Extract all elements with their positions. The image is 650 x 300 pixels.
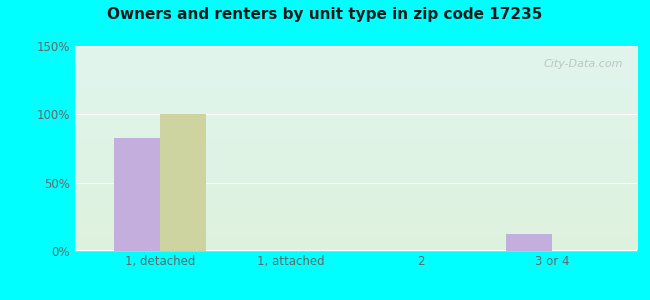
Bar (506, 234, 552, 250)
Bar (114, 138, 160, 250)
Text: Owners and renters by unit type in zip code 17235: Owners and renters by unit type in zip c… (107, 8, 543, 22)
Bar (160, 115, 205, 250)
Text: City-Data.com: City-Data.com (543, 59, 623, 69)
